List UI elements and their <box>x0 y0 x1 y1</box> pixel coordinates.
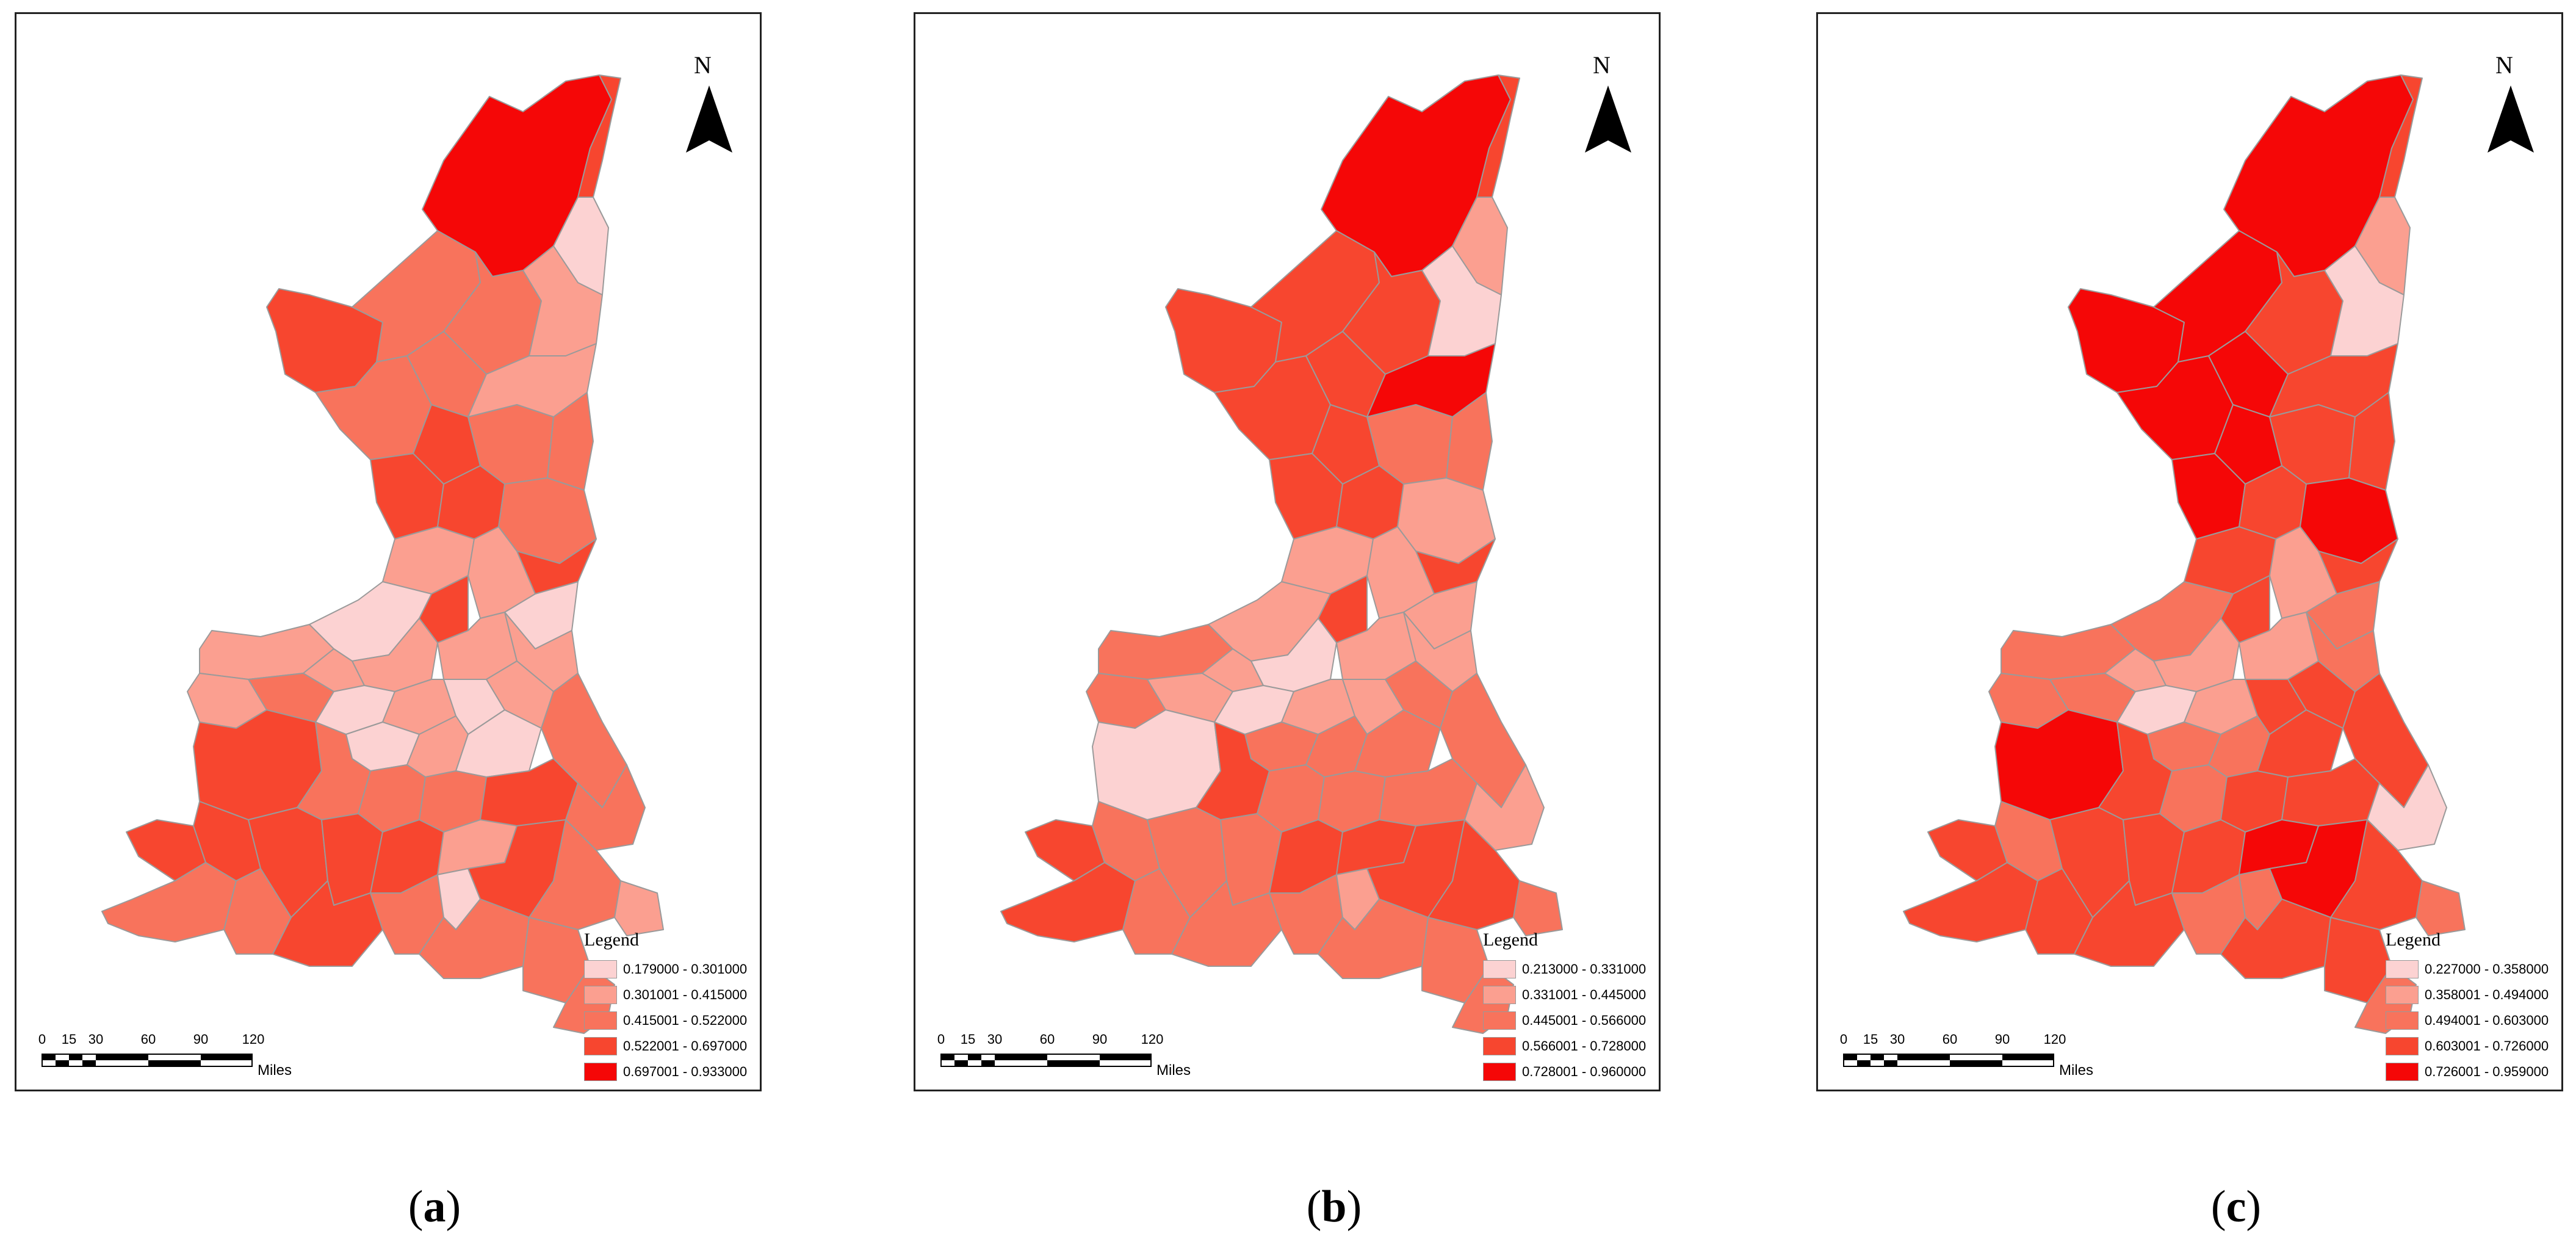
legend-range-label: 0.227000 - 0.358000 <box>2425 961 2549 977</box>
north-arrow-icon <box>2488 85 2534 153</box>
legend-swatch <box>2386 960 2419 978</box>
scale-unit-label: Miles <box>2059 1062 2094 1079</box>
panel-caption-b: (b) <box>1306 1182 1362 1232</box>
legend-swatch <box>584 986 617 1004</box>
north-arrow-label: N <box>1593 51 1611 79</box>
legend-range-label: 0.301001 - 0.415000 <box>623 987 748 1002</box>
scale-tick-label: 0 <box>1839 1032 1848 1047</box>
north-arrow-icon <box>686 85 732 153</box>
scale-tick-label: 15 <box>1863 1032 1878 1047</box>
legend-row: 0.726001 - 0.959000 <box>2386 1059 2556 1085</box>
legend-row: 0.697001 - 0.933000 <box>584 1059 755 1085</box>
legend-range-label: 0.445001 - 0.566000 <box>1522 1013 1647 1028</box>
legend-range-label: 0.331001 - 0.445000 <box>1522 987 1647 1002</box>
legend-swatch <box>1483 960 1516 978</box>
scale-tick-label: 90 <box>193 1032 209 1047</box>
legend-swatch <box>2386 1011 2419 1030</box>
legend-row: 0.445001 - 0.566000 <box>1483 1008 1654 1033</box>
legend-row: 0.358001 - 0.494000 <box>2386 982 2556 1008</box>
scale-tick-label: 15 <box>960 1032 976 1047</box>
legend-row: 0.331001 - 0.445000 <box>1483 982 1654 1008</box>
legend-row: 0.494001 - 0.603000 <box>2386 1008 2556 1033</box>
panel-label: b <box>1321 1182 1347 1232</box>
scale-tick-label: 90 <box>1994 1032 2010 1047</box>
legend-title: Legend <box>1483 930 1538 950</box>
legend-row: 0.179000 - 0.301000 <box>584 956 755 982</box>
legend-range-label: 0.726001 - 0.959000 <box>2425 1064 2549 1079</box>
legend-range-label: 0.494001 - 0.603000 <box>2425 1013 2549 1028</box>
legend-row: 0.213000 - 0.331000 <box>1483 956 1654 982</box>
legend-row: 0.728001 - 0.960000 <box>1483 1059 1654 1085</box>
scale-tick-label: 30 <box>987 1032 1003 1047</box>
legend-swatch <box>1483 1037 1516 1055</box>
legend-row: 0.566001 - 0.728000 <box>1483 1033 1654 1059</box>
scale-tick-label: 30 <box>1889 1032 1905 1047</box>
scale-tick-label: 120 <box>242 1032 265 1047</box>
legend-range-label: 0.522001 - 0.697000 <box>623 1038 748 1054</box>
legend-range-label: 0.697001 - 0.933000 <box>623 1064 748 1079</box>
legend-swatch <box>584 1037 617 1055</box>
legend-swatch <box>584 1011 617 1030</box>
scale-tick-label: 15 <box>61 1032 77 1047</box>
scale-tick-label: 30 <box>88 1032 104 1047</box>
scale-tick-label: 120 <box>1141 1032 1164 1047</box>
legend-row: 0.301001 - 0.415000 <box>584 982 755 1008</box>
legend-range-label: 0.566001 - 0.728000 <box>1522 1038 1647 1054</box>
legend-swatch <box>584 960 617 978</box>
scale-tick-label: 60 <box>140 1032 156 1047</box>
panel-caption-c: (c) <box>2210 1182 2262 1232</box>
north-arrow-label: N <box>2495 51 2513 79</box>
panel-label: a <box>423 1182 446 1232</box>
legend-range-label: 0.415001 - 0.522000 <box>623 1013 748 1028</box>
map-panel-b: N Legend 0.213000 - 0.331000 0.331001 - … <box>914 12 1661 1091</box>
choropleth-map-b <box>1000 74 1563 1034</box>
scale-bar-icon <box>1843 1054 2054 1067</box>
legend-swatch <box>1483 1063 1516 1081</box>
legend-title: Legend <box>584 930 639 950</box>
legend-range-label: 0.603001 - 0.726000 <box>2425 1038 2549 1054</box>
scale-unit-label: Miles <box>1156 1062 1191 1079</box>
scale-bar-icon <box>940 1054 1152 1067</box>
legend-range-label: 0.728001 - 0.960000 <box>1522 1064 1647 1079</box>
legend-swatch <box>584 1063 617 1081</box>
scale-bar-icon <box>41 1054 253 1067</box>
legend-range-label: 0.179000 - 0.301000 <box>623 961 748 977</box>
map-legend-a: Legend 0.179000 - 0.301000 0.301001 - 0.… <box>584 930 755 1085</box>
legend-swatch <box>2386 1063 2419 1081</box>
legend-row: 0.415001 - 0.522000 <box>584 1008 755 1033</box>
scale-tick-label: 60 <box>1942 1032 1958 1047</box>
legend-swatch <box>2386 1037 2419 1055</box>
map-legend-b: Legend 0.213000 - 0.331000 0.331001 - 0.… <box>1483 930 1654 1085</box>
legend-row: 0.603001 - 0.726000 <box>2386 1033 2556 1059</box>
scale-unit-label: Miles <box>258 1062 292 1079</box>
legend-row: 0.522001 - 0.697000 <box>584 1033 755 1059</box>
legend-swatch <box>2386 986 2419 1004</box>
legend-row: 0.227000 - 0.358000 <box>2386 956 2556 982</box>
scale-tick-label: 120 <box>2043 1032 2066 1047</box>
legend-range-label: 0.358001 - 0.494000 <box>2425 987 2549 1002</box>
scale-tick-label: 0 <box>937 1032 945 1047</box>
map-legend-c: Legend 0.227000 - 0.358000 0.358001 - 0.… <box>2386 930 2556 1085</box>
scale-tick-label: 0 <box>38 1032 46 1047</box>
north-arrow-label: N <box>694 51 712 79</box>
legend-title: Legend <box>2386 930 2441 950</box>
scale-tick-label: 90 <box>1092 1032 1108 1047</box>
map-panel-a: N Legend 0.179000 - 0.301000 0.301001 - … <box>15 12 762 1091</box>
north-arrow-icon <box>1585 85 1631 153</box>
legend-swatch <box>1483 1011 1516 1030</box>
map-panel-c: N Legend 0.227000 - 0.358000 0.358001 - … <box>1816 12 2563 1091</box>
legend-range-label: 0.213000 - 0.331000 <box>1522 961 1647 977</box>
panel-label: c <box>2226 1182 2246 1232</box>
legend-swatch <box>1483 986 1516 1004</box>
scale-tick-label: 60 <box>1039 1032 1055 1047</box>
panel-caption-a: (a) <box>408 1182 461 1232</box>
